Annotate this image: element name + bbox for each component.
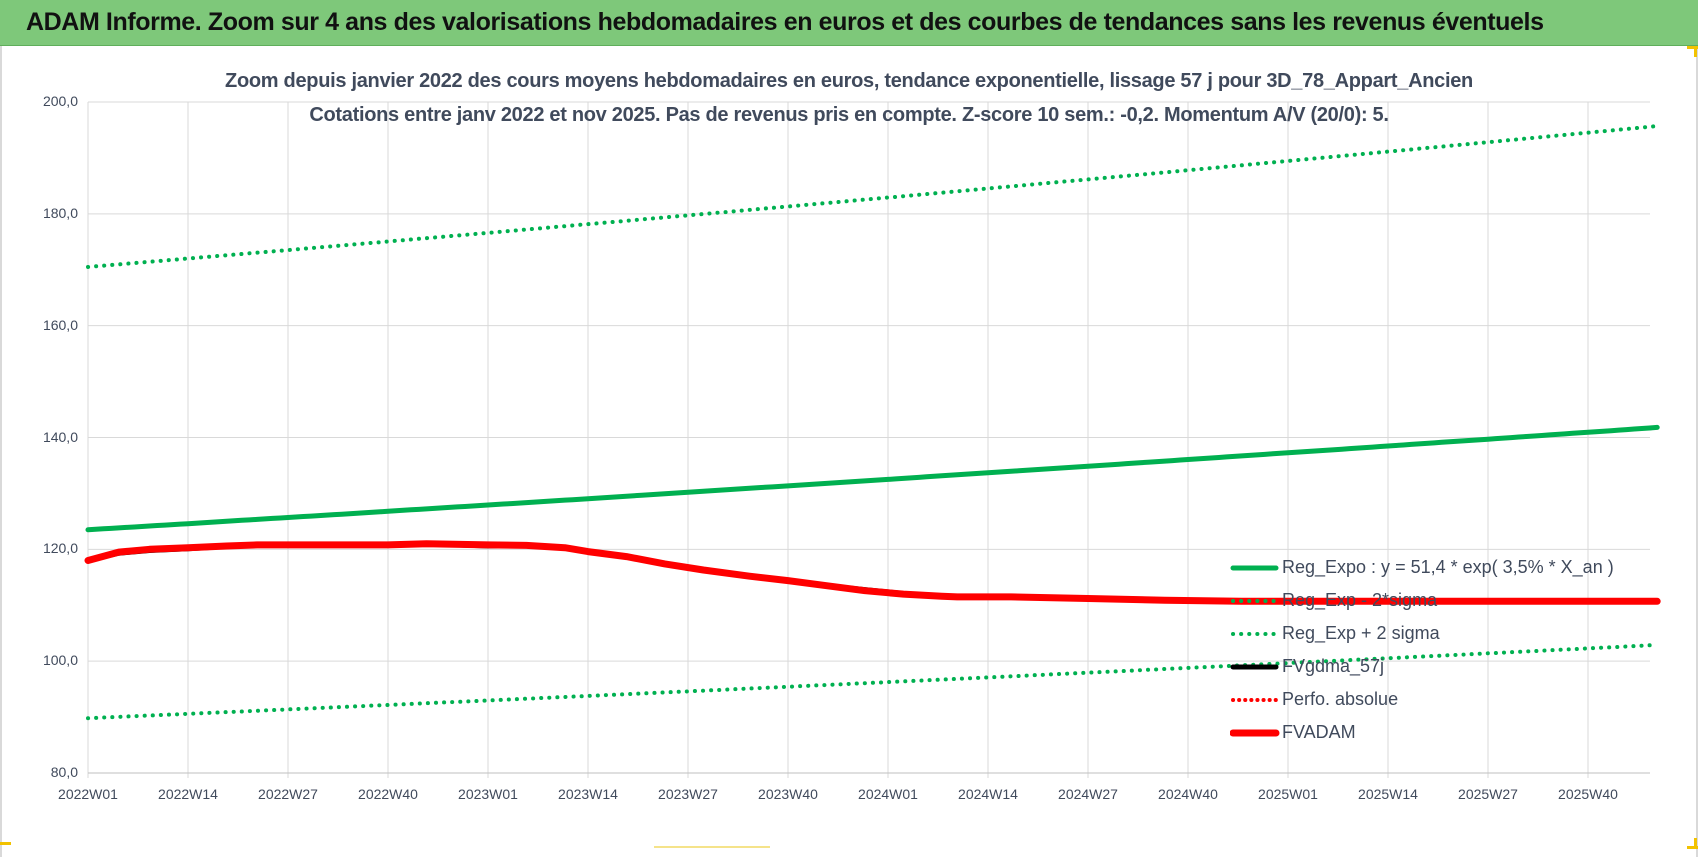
frame-corner-marker bbox=[0, 842, 11, 845]
y-tick-label: 140,0 bbox=[42, 428, 78, 445]
x-tick-label: 2025W40 bbox=[1558, 786, 1618, 802]
x-tick-label: 2025W14 bbox=[1358, 786, 1418, 802]
y-tick-label: 180,0 bbox=[42, 204, 78, 221]
legend-label: FVgdma_57j bbox=[1282, 656, 1385, 676]
x-tick-label: 2022W27 bbox=[258, 786, 318, 802]
legend-item: FVADAM bbox=[1230, 720, 1670, 746]
reg-exp-plus-2sigma-line bbox=[86, 124, 1660, 269]
y-tick-label: 200,0 bbox=[42, 93, 78, 109]
legend-swatch-reg-expo bbox=[1230, 565, 1279, 571]
x-tick-label: 2023W40 bbox=[758, 786, 818, 802]
legend-label: Reg_Exp + 2 sigma bbox=[1282, 623, 1440, 643]
reg-exp-minus-2sigma-line bbox=[86, 643, 1660, 721]
chart-frame bbox=[0, 46, 1698, 857]
frame-handle-marker bbox=[654, 846, 770, 848]
x-tick-label: 2023W27 bbox=[658, 786, 718, 802]
x-tick-label: 2025W27 bbox=[1458, 786, 1518, 802]
legend-swatch-fvgdma bbox=[1230, 664, 1279, 670]
y-tick-label: 120,0 bbox=[42, 540, 78, 557]
legend-swatch-reg-exp-plus bbox=[1231, 632, 1278, 636]
x-tick-label: 2022W40 bbox=[358, 786, 418, 802]
x-tick-label: 2023W14 bbox=[558, 786, 618, 802]
fvadam-line bbox=[84, 540, 1661, 605]
y-tick-label: 100,0 bbox=[42, 652, 78, 669]
legend-item: FVgdma_57j bbox=[1230, 654, 1670, 680]
legend-label: Reg_Exp - 2*sigma bbox=[1282, 590, 1438, 610]
y-tick-label: 160,0 bbox=[42, 316, 78, 333]
legend-item: Reg_Expo : y = 51,4 * exp( 3,5% * X_an ) bbox=[1230, 555, 1670, 581]
x-tick-label: 2023W01 bbox=[458, 786, 518, 802]
chart-subtitle: Cotations entre janv 2022 et nov 2025. P… bbox=[309, 104, 1389, 126]
legend-item: Reg_Exp + 2 sigma bbox=[1230, 621, 1670, 647]
x-tick-label: 2022W14 bbox=[158, 786, 218, 802]
x-tick-label: 2025W01 bbox=[1258, 786, 1318, 802]
frame-corner-marker bbox=[1694, 46, 1697, 57]
x-tick-label: 2024W14 bbox=[958, 786, 1018, 802]
report-banner: ADAM Informe. Zoom sur 4 ans des valoris… bbox=[0, 0, 1698, 46]
report-title: ADAM Informe. Zoom sur 4 ans des valoris… bbox=[26, 8, 1544, 36]
line-chart bbox=[84, 101, 1661, 778]
frame-corner-marker bbox=[1694, 838, 1697, 849]
legend-item: Reg_Exp - 2*sigma bbox=[1230, 588, 1670, 614]
legend-swatch-reg-exp-minus bbox=[1231, 599, 1278, 603]
y-tick-label: 80,0 bbox=[50, 764, 78, 780]
legend-swatch-fvadam bbox=[1230, 729, 1280, 737]
x-tick-label: 2024W40 bbox=[1158, 786, 1218, 802]
legend-label: FVADAM bbox=[1282, 722, 1356, 742]
frame-corner-marker bbox=[1687, 46, 1698, 49]
reg-expo-line bbox=[85, 424, 1660, 533]
x-tick-label: 2022W01 bbox=[58, 786, 118, 802]
x-tick-label: 2024W01 bbox=[858, 786, 918, 802]
legend-item: Perfo. absolue bbox=[1230, 687, 1670, 713]
frame-corner-marker bbox=[1687, 846, 1698, 849]
legend-swatch-perfo bbox=[1231, 698, 1278, 702]
legend-label: Reg_Expo : y = 51,4 * exp( 3,5% * X_an ) bbox=[1282, 557, 1614, 577]
chart-title: Zoom depuis janvier 2022 des cours moyen… bbox=[225, 70, 1473, 92]
x-tick-label: 2024W27 bbox=[1058, 786, 1118, 802]
legend-label: Perfo. absolue bbox=[1282, 689, 1399, 709]
